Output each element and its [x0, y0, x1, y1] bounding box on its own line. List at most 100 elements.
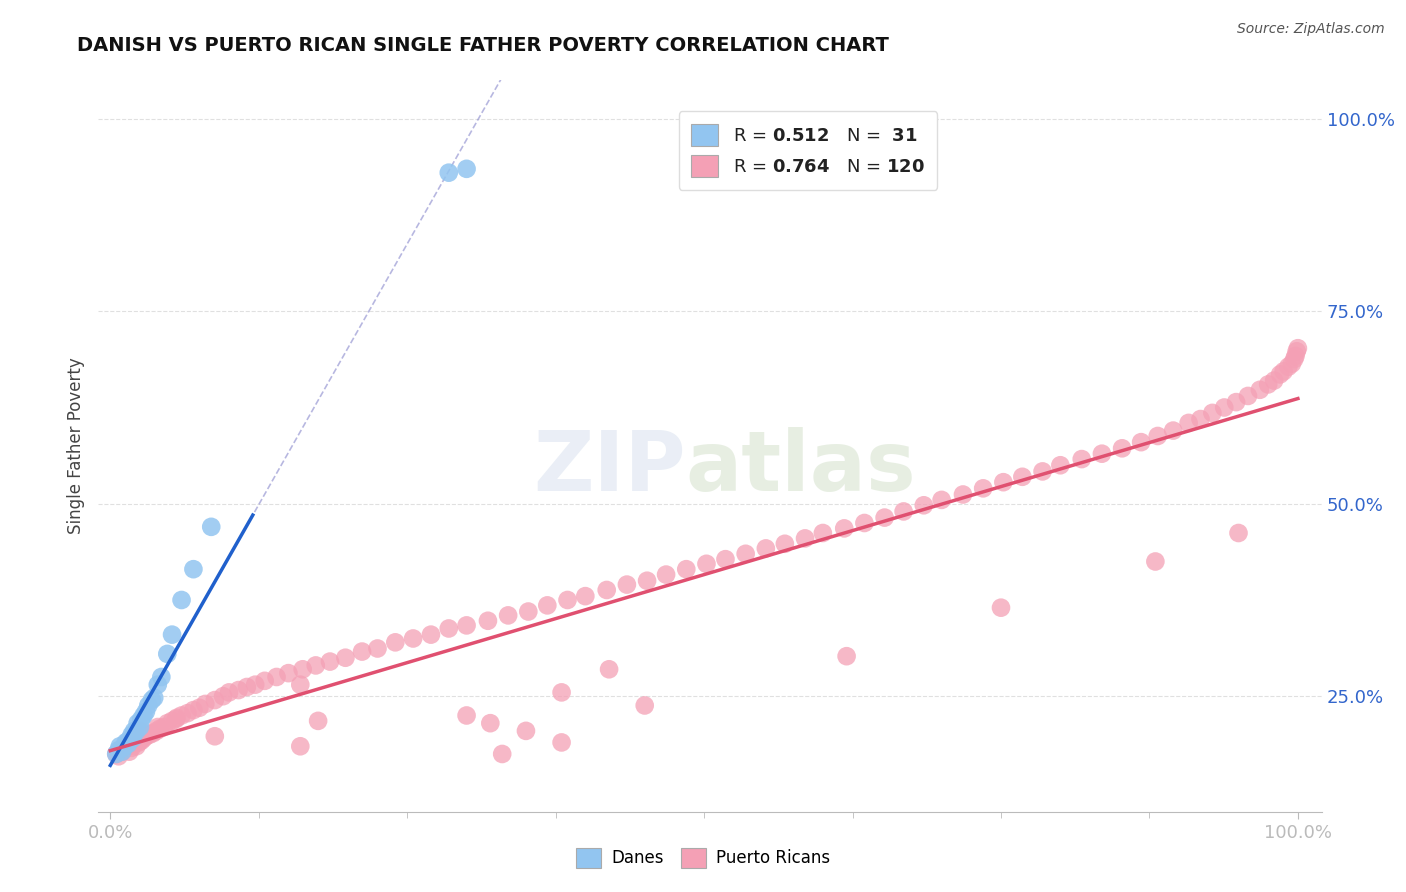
- Text: DANISH VS PUERTO RICAN SINGLE FATHER POVERTY CORRELATION CHART: DANISH VS PUERTO RICAN SINGLE FATHER POV…: [77, 36, 889, 54]
- Point: [1286, 341, 1309, 355]
- Point: [1011, 470, 1033, 484]
- Point: [136, 698, 159, 713]
- Text: ZIP: ZIP: [533, 427, 686, 508]
- Point: [188, 700, 211, 714]
- Point: [515, 723, 537, 738]
- Point: [291, 662, 314, 676]
- Point: [1189, 412, 1212, 426]
- Point: [384, 635, 406, 649]
- Point: [127, 716, 149, 731]
- Point: [305, 658, 328, 673]
- Point: [536, 599, 558, 613]
- Point: [108, 739, 131, 754]
- Point: [194, 697, 217, 711]
- Point: [496, 608, 519, 623]
- Point: [236, 680, 259, 694]
- Text: Source: ZipAtlas.com: Source: ZipAtlas.com: [1237, 22, 1385, 37]
- Point: [183, 562, 205, 576]
- Point: [143, 690, 166, 705]
- Point: [931, 492, 953, 507]
- Point: [176, 706, 198, 721]
- Point: [114, 741, 136, 756]
- Point: [1070, 452, 1092, 467]
- Point: [170, 593, 193, 607]
- Point: [366, 641, 388, 656]
- Point: [912, 498, 935, 512]
- Point: [170, 708, 193, 723]
- Point: [200, 520, 222, 534]
- Point: [146, 678, 169, 692]
- Point: [1284, 349, 1306, 363]
- Point: [277, 666, 299, 681]
- Point: [290, 678, 312, 692]
- Point: [598, 662, 620, 676]
- Point: [550, 685, 572, 699]
- Point: [456, 618, 478, 632]
- Point: [993, 475, 1015, 490]
- Point: [1272, 364, 1295, 378]
- Point: [456, 161, 478, 176]
- Point: [811, 526, 834, 541]
- Point: [714, 552, 737, 566]
- Point: [755, 541, 778, 556]
- Point: [1268, 368, 1291, 382]
- Y-axis label: Single Father Poverty: Single Father Poverty: [66, 358, 84, 534]
- Point: [121, 740, 143, 755]
- Point: [1249, 383, 1271, 397]
- Point: [307, 714, 329, 728]
- Point: [132, 708, 155, 723]
- Text: atlas: atlas: [686, 427, 917, 508]
- Point: [160, 714, 183, 728]
- Point: [117, 734, 139, 748]
- Point: [105, 747, 128, 761]
- Point: [125, 723, 148, 738]
- Point: [135, 729, 157, 743]
- Point: [156, 716, 179, 731]
- Point: [111, 745, 134, 759]
- Point: [114, 741, 136, 756]
- Point: [835, 649, 858, 664]
- Point: [972, 481, 994, 495]
- Point: [121, 728, 143, 742]
- Point: [1237, 389, 1260, 403]
- Point: [156, 647, 179, 661]
- Point: [135, 705, 157, 719]
- Point: [1146, 429, 1168, 443]
- Point: [129, 720, 152, 734]
- Point: [1161, 424, 1184, 438]
- Point: [121, 731, 143, 746]
- Point: [243, 678, 266, 692]
- Point: [183, 703, 205, 717]
- Point: [111, 745, 134, 759]
- Point: [437, 622, 460, 636]
- Point: [1281, 357, 1303, 371]
- Point: [228, 683, 250, 698]
- Point: [773, 537, 796, 551]
- Point: [1257, 377, 1279, 392]
- Point: [149, 722, 172, 736]
- Point: [129, 734, 152, 748]
- Point: [794, 532, 817, 546]
- Point: [557, 593, 579, 607]
- Point: [266, 670, 288, 684]
- Point: [120, 731, 142, 746]
- Point: [118, 745, 141, 759]
- Point: [574, 589, 596, 603]
- Point: [596, 582, 619, 597]
- Point: [129, 712, 152, 726]
- Point: [150, 670, 173, 684]
- Point: [212, 690, 235, 704]
- Point: [832, 521, 855, 535]
- Point: [1263, 374, 1285, 388]
- Point: [142, 726, 165, 740]
- Point: [990, 600, 1012, 615]
- Point: [125, 739, 148, 754]
- Legend: Danes, Puerto Ricans: Danes, Puerto Ricans: [569, 841, 837, 875]
- Point: [138, 728, 160, 742]
- Point: [105, 747, 128, 761]
- Legend: R = $\bf{0.512}$   N =  $\bf{31}$, R = $\bf{0.764}$   N = $\bf{120}$: R = $\bf{0.512}$ N = $\bf{31}$, R = $\bf…: [679, 112, 938, 190]
- Point: [117, 737, 139, 751]
- Point: [122, 723, 145, 738]
- Point: [634, 698, 657, 713]
- Point: [1177, 416, 1199, 430]
